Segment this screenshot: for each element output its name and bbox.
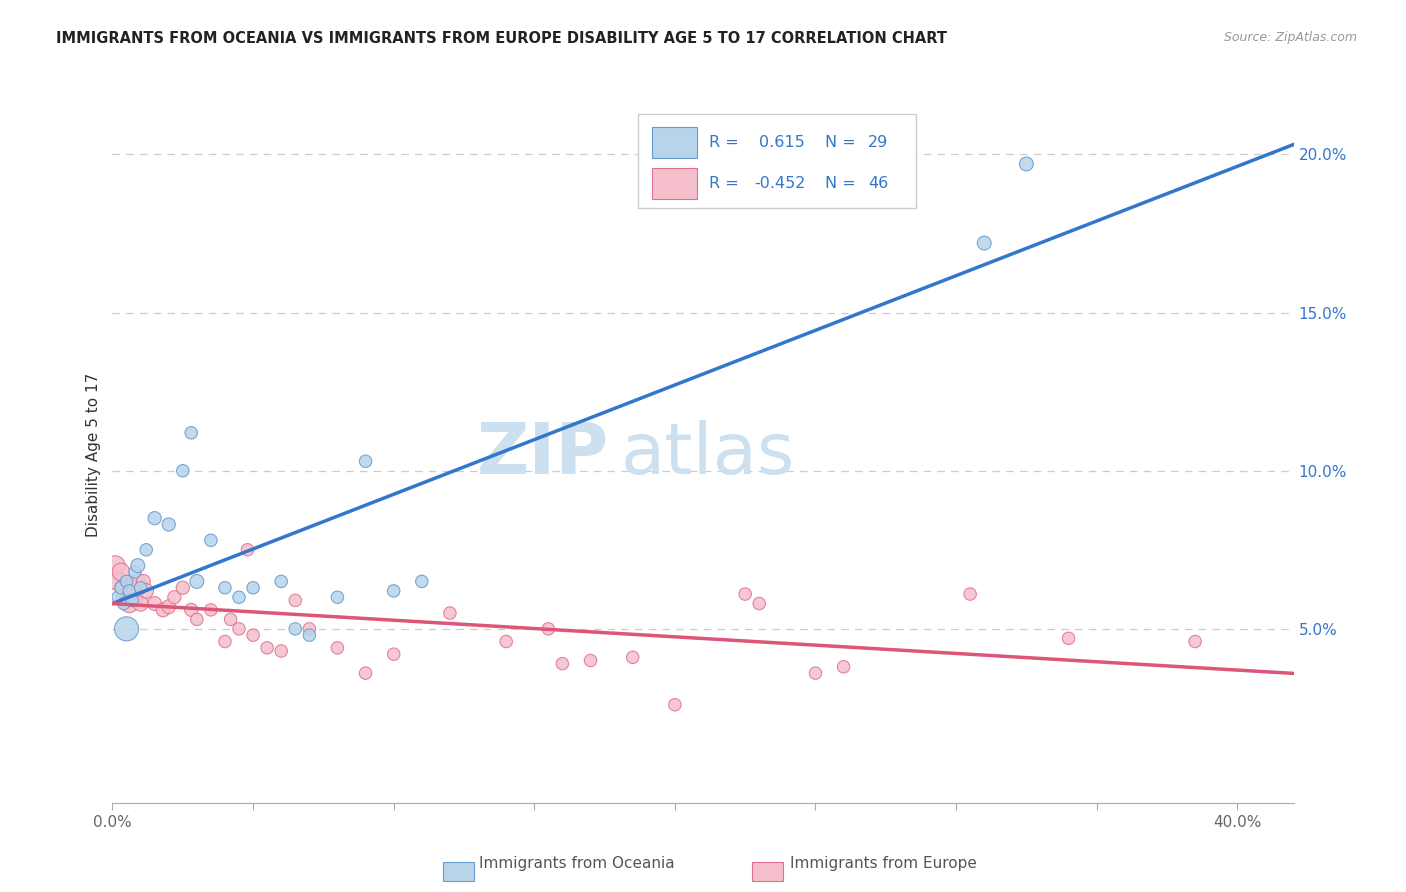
Point xyxy=(959,587,981,601)
Point xyxy=(110,565,132,579)
Point xyxy=(411,574,433,589)
Point xyxy=(219,612,242,626)
Point xyxy=(748,597,770,611)
Point xyxy=(832,660,855,674)
Point xyxy=(298,622,321,636)
Point xyxy=(551,657,574,671)
Text: IMMIGRANTS FROM OCEANIA VS IMMIGRANTS FROM EUROPE DISABILITY AGE 5 TO 17 CORRELA: IMMIGRANTS FROM OCEANIA VS IMMIGRANTS FR… xyxy=(56,31,948,46)
Point xyxy=(236,542,259,557)
Point xyxy=(163,591,186,605)
Text: atlas: atlas xyxy=(620,420,794,490)
Point xyxy=(186,574,208,589)
Point xyxy=(135,583,157,598)
Point xyxy=(326,591,349,605)
Point xyxy=(112,597,135,611)
Point xyxy=(186,612,208,626)
Point xyxy=(127,574,149,589)
Point xyxy=(129,597,152,611)
Point xyxy=(127,558,149,573)
Point xyxy=(115,574,138,589)
Point xyxy=(115,591,138,605)
Point xyxy=(537,622,560,636)
Point xyxy=(157,599,180,614)
Point xyxy=(157,517,180,532)
Point xyxy=(115,622,138,636)
Point xyxy=(228,591,250,605)
Point xyxy=(579,653,602,667)
Point xyxy=(124,565,146,579)
Text: N =: N = xyxy=(825,176,855,191)
Point xyxy=(326,640,349,655)
Point xyxy=(118,597,141,611)
Point xyxy=(200,603,222,617)
Text: ZIP: ZIP xyxy=(477,420,609,490)
Point xyxy=(621,650,644,665)
Text: N =: N = xyxy=(825,135,855,150)
FancyBboxPatch shape xyxy=(638,114,915,208)
Text: R =: R = xyxy=(709,176,738,191)
Point xyxy=(110,581,132,595)
Point xyxy=(132,574,155,589)
Point xyxy=(354,666,377,681)
Text: R =: R = xyxy=(709,135,738,150)
Text: Source: ZipAtlas.com: Source: ZipAtlas.com xyxy=(1223,31,1357,45)
Point xyxy=(354,454,377,468)
Text: Immigrants from Europe: Immigrants from Europe xyxy=(790,856,977,871)
Point xyxy=(382,647,405,661)
Point xyxy=(298,628,321,642)
Text: -0.452: -0.452 xyxy=(754,176,806,191)
Point xyxy=(495,634,517,648)
Point xyxy=(129,581,152,595)
Point xyxy=(973,235,995,250)
Point xyxy=(180,603,202,617)
Point xyxy=(664,698,686,712)
Point xyxy=(214,634,236,648)
Point xyxy=(804,666,827,681)
Point xyxy=(135,542,157,557)
Point xyxy=(104,558,127,573)
Point xyxy=(152,603,174,617)
Point xyxy=(200,533,222,548)
Point xyxy=(256,640,278,655)
Point xyxy=(242,581,264,595)
Text: 0.615: 0.615 xyxy=(758,135,804,150)
Point xyxy=(112,581,135,595)
Point xyxy=(180,425,202,440)
Point xyxy=(124,591,146,605)
Point xyxy=(214,581,236,595)
Point xyxy=(172,464,194,478)
Bar xyxy=(652,168,697,199)
Point xyxy=(242,628,264,642)
Point xyxy=(1015,157,1038,171)
Point xyxy=(143,597,166,611)
Point xyxy=(172,581,194,595)
Point xyxy=(382,583,405,598)
Point xyxy=(143,511,166,525)
Point xyxy=(107,591,129,605)
Point xyxy=(107,574,129,589)
Point xyxy=(121,581,143,595)
Point xyxy=(1184,634,1206,648)
Point xyxy=(1057,632,1080,646)
Point xyxy=(270,644,292,658)
Text: 46: 46 xyxy=(869,176,889,191)
Point xyxy=(270,574,292,589)
Point xyxy=(734,587,756,601)
Point xyxy=(439,606,461,620)
Point xyxy=(284,622,307,636)
Text: 29: 29 xyxy=(869,135,889,150)
Point xyxy=(228,622,250,636)
Bar xyxy=(652,127,697,158)
Point xyxy=(284,593,307,607)
Text: Immigrants from Oceania: Immigrants from Oceania xyxy=(479,856,675,871)
Point xyxy=(121,593,143,607)
Y-axis label: Disability Age 5 to 17: Disability Age 5 to 17 xyxy=(86,373,101,537)
Point xyxy=(118,583,141,598)
